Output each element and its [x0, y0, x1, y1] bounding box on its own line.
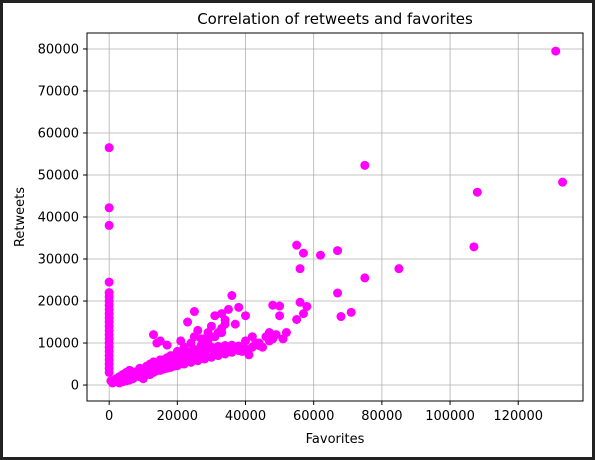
- y-tick-label: 0: [71, 379, 79, 394]
- scatter-point: [295, 297, 305, 307]
- x-axis: 0 20000 40000 60000 80000 100000 120000: [105, 401, 543, 424]
- scatter-point: [104, 277, 114, 287]
- scatter-point: [394, 264, 404, 274]
- scatter-point: [118, 377, 128, 387]
- chart-title: Correlation of retweets and favorites: [197, 10, 473, 28]
- scatter-point: [203, 336, 213, 346]
- scatter-point: [148, 330, 158, 340]
- scatter-point: [360, 160, 370, 170]
- scatter-point: [196, 351, 206, 361]
- scatter-point: [472, 187, 482, 197]
- scatter-point: [237, 346, 247, 356]
- scatter-point: [298, 248, 308, 258]
- scatter-point: [234, 302, 244, 312]
- scatter-point: [183, 349, 193, 359]
- scatter-point: [183, 317, 193, 327]
- scatter-point: [558, 177, 568, 187]
- scatter-point: [223, 304, 233, 314]
- x-tick-label: 80000: [361, 409, 402, 424]
- scatter-point: [196, 340, 206, 350]
- scatter-point: [104, 367, 114, 377]
- scatter-point: [275, 301, 285, 311]
- scatter-point: [251, 338, 261, 348]
- y-tick-label: 20000: [38, 295, 79, 310]
- scatter-point: [261, 332, 271, 342]
- scatter-point: [302, 301, 312, 311]
- scatter-point: [189, 344, 199, 354]
- scatter-point: [155, 336, 165, 346]
- y-tick-label: 50000: [38, 168, 79, 183]
- scatter-point: [135, 372, 145, 382]
- y-tick-label: 40000: [38, 211, 79, 226]
- scatter-point: [206, 321, 216, 331]
- y-tick-label: 60000: [38, 126, 79, 141]
- scatter-point: [169, 361, 179, 371]
- scatter-point: [220, 319, 230, 329]
- scatter-point: [142, 370, 152, 380]
- y-tick-label: 10000: [38, 337, 79, 352]
- scatter-point: [230, 319, 240, 329]
- x-tick-label: 60000: [293, 409, 334, 424]
- scatter-point: [336, 312, 346, 322]
- x-tick-label: 40000: [225, 409, 266, 424]
- x-tick-label: 0: [105, 409, 113, 424]
- scatter-point: [155, 365, 165, 375]
- scatter-points: [104, 46, 568, 388]
- scatter-point: [217, 328, 227, 338]
- scatter-point: [183, 355, 193, 365]
- scatter-point: [104, 203, 114, 213]
- y-tick-label: 70000: [38, 84, 79, 99]
- scatter-point: [271, 330, 281, 340]
- scatter-point: [148, 367, 158, 377]
- scatter-point: [333, 288, 343, 298]
- scatter-point: [176, 353, 186, 363]
- scatter-point: [295, 264, 305, 274]
- scatter-point: [360, 273, 370, 283]
- scatter-point: [104, 143, 114, 153]
- scatter-point: [551, 46, 561, 56]
- scatter-point: [244, 350, 254, 360]
- x-tick-label: 100000: [425, 409, 475, 424]
- scatter-point: [241, 311, 251, 321]
- scatter-point: [210, 332, 220, 342]
- scatter-point: [217, 309, 227, 319]
- scatter-point: [125, 375, 135, 385]
- y-axis-label: Retweets: [13, 187, 28, 247]
- scatter-point: [333, 246, 343, 256]
- scatter-point: [316, 250, 326, 260]
- scatter-point: [268, 300, 278, 310]
- x-tick-label: 120000: [493, 409, 543, 424]
- x-axis-label: Favorites: [306, 432, 365, 447]
- scatter-point: [210, 311, 220, 321]
- scatter-point: [162, 363, 172, 373]
- y-tick-label: 30000: [38, 253, 79, 268]
- scatter-point: [292, 315, 302, 325]
- scatter-point: [189, 307, 199, 317]
- scatter-point: [469, 242, 479, 252]
- scatter-point: [292, 240, 302, 250]
- scatter-point: [227, 291, 237, 301]
- y-axis: 0 10000 20000 30000 40000 50000 60000 70000 8000…: [38, 42, 87, 394]
- scatter-point: [220, 349, 230, 359]
- y-tick-label: 80000: [38, 42, 79, 57]
- scatter-point: [162, 340, 172, 350]
- scatter-point: [104, 220, 114, 230]
- x-tick-label: 20000: [157, 409, 198, 424]
- scatter-point: [223, 342, 233, 352]
- scatter-point: [210, 346, 220, 356]
- scatter-chart: 0 20000 40000 60000 80000 100000 120000 0 10000…: [13, 10, 584, 447]
- scatter-point: [298, 309, 308, 319]
- scatter-point: [241, 336, 251, 346]
- scatter-point: [275, 311, 285, 321]
- scatter-point: [193, 325, 203, 335]
- scatter-point: [346, 307, 356, 317]
- scatter-point: [281, 328, 291, 338]
